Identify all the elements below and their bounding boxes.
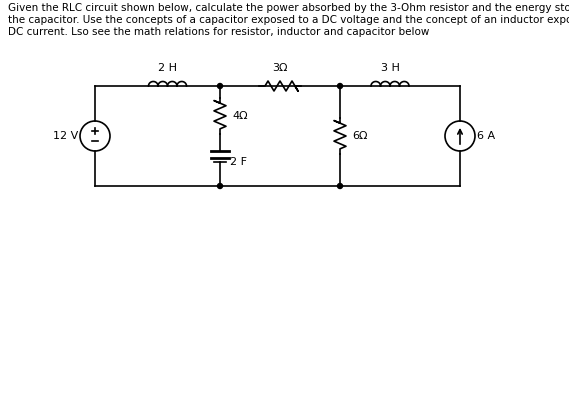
Text: the capacitor. Use the concepts of a capacitor exposed to a DC voltage and the c: the capacitor. Use the concepts of a cap…	[8, 15, 569, 25]
Text: DC current. Lso see the math relations for resistor, inductor and capacitor belo: DC current. Lso see the math relations f…	[8, 27, 430, 37]
Text: 3Ω: 3Ω	[272, 63, 288, 73]
Circle shape	[217, 84, 222, 89]
Circle shape	[217, 183, 222, 188]
Text: 2 H: 2 H	[158, 63, 177, 73]
Text: 4Ω: 4Ω	[232, 111, 248, 121]
Text: 6 A: 6 A	[477, 131, 495, 141]
Text: 2 F: 2 F	[230, 157, 247, 167]
Text: Given the RLC circuit shown below, calculate the power absorbed by the 3-Ohm res: Given the RLC circuit shown below, calcu…	[8, 3, 569, 13]
Text: 3 H: 3 H	[381, 63, 399, 73]
Text: 6Ω: 6Ω	[352, 131, 368, 141]
Text: 12 V: 12 V	[53, 131, 78, 141]
Circle shape	[337, 183, 343, 188]
Circle shape	[337, 84, 343, 89]
